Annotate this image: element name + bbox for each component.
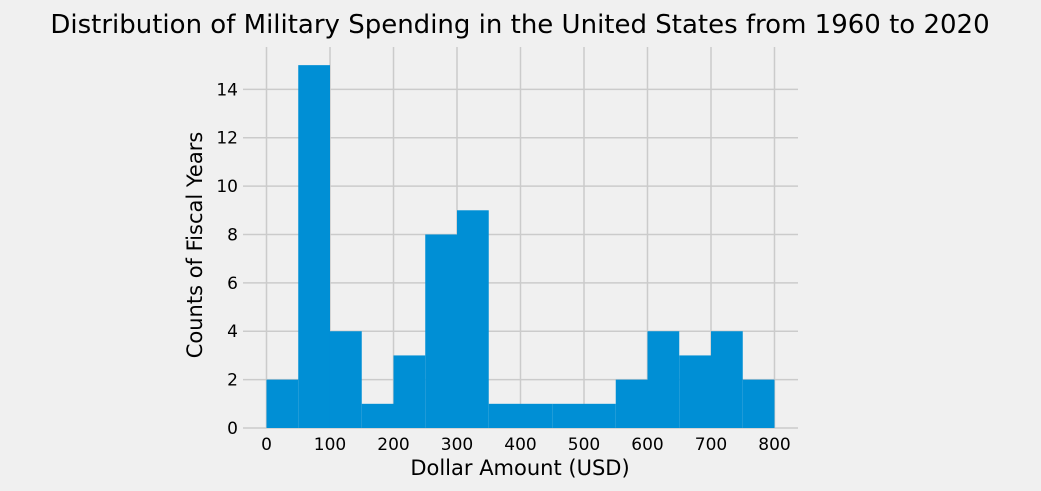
- x-tick-label: 300: [441, 435, 473, 455]
- y-tick-label: 2: [227, 371, 238, 391]
- histogram-bar-50-100: [298, 65, 330, 429]
- histogram-bar-700-750: [711, 331, 743, 428]
- x-tick-label: 0: [261, 435, 272, 455]
- histogram-bar-150-200: [361, 403, 394, 428]
- histogram-bar-500-550: [584, 403, 616, 428]
- y-axis-label: Counts of Fiscal Years: [183, 132, 207, 359]
- histogram-bar-550-600: [615, 379, 648, 428]
- x-axis-label: Dollar Amount (USD): [410, 456, 629, 480]
- histogram-bar-600-650: [647, 331, 680, 428]
- histogram-bar-250-300: [425, 234, 457, 428]
- y-tick-label: 14: [216, 80, 238, 100]
- histogram-bar-100-150: [329, 331, 362, 428]
- x-tick-label: 800: [758, 435, 790, 455]
- x-axis-ticks: 0 100 200 300 400 500 600 700 800: [261, 435, 791, 455]
- histogram-bar-750-800: [742, 379, 775, 428]
- histogram-bar-400-450: [520, 403, 553, 428]
- histogram-bar-300-350: [456, 210, 489, 428]
- histogram-bar-200-250: [393, 355, 426, 428]
- y-tick-label: 8: [227, 225, 238, 245]
- x-tick-label: 100: [314, 435, 346, 455]
- x-tick-label: 400: [504, 435, 536, 455]
- histogram-bar-650-700: [679, 355, 712, 428]
- histogram-bar-0-50: [266, 379, 299, 428]
- y-tick-label: 4: [227, 322, 238, 342]
- histogram-bars: [266, 65, 775, 429]
- y-tick-label: 0: [227, 419, 238, 439]
- x-tick-label: 200: [377, 435, 409, 455]
- y-tick-label: 10: [216, 177, 238, 197]
- x-tick-label: 700: [695, 435, 727, 455]
- histogram-bar-350-400: [488, 403, 521, 428]
- y-tick-label: 6: [227, 274, 238, 294]
- histogram-bar-450-500: [552, 403, 585, 428]
- y-axis-ticks: 0 2 4 6 8 10 12 14: [216, 80, 238, 439]
- chart-title: Distribution of Military Spending in the…: [50, 10, 989, 40]
- x-tick-label: 600: [631, 435, 663, 455]
- x-tick-label: 500: [568, 435, 600, 455]
- y-tick-label: 12: [216, 129, 238, 149]
